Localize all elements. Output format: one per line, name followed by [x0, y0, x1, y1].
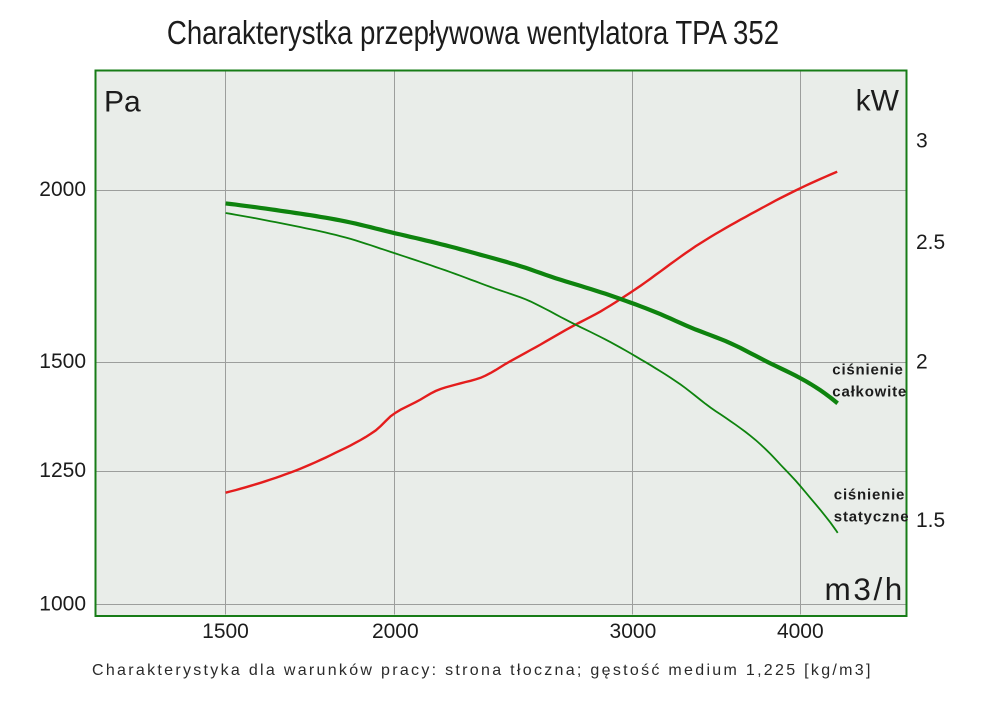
svg-text:ciśnienie: ciśnienie [832, 362, 903, 379]
svg-text:2000: 2000 [39, 178, 86, 201]
svg-text:2000: 2000 [372, 620, 419, 643]
svg-text:3000: 3000 [610, 620, 657, 643]
svg-text:1000: 1000 [39, 592, 86, 615]
svg-text:4000: 4000 [777, 620, 824, 643]
svg-text:statyczne: statyczne [834, 508, 910, 525]
svg-text:1250: 1250 [39, 459, 86, 482]
svg-text:1500: 1500 [202, 620, 249, 643]
svg-text:Charakterystyka dla warunków p: Charakterystyka dla warunków pracy: stro… [92, 662, 873, 679]
svg-text:ciśnienie: ciśnienie [834, 487, 905, 504]
svg-text:2.5: 2.5 [916, 231, 945, 254]
svg-text:1500: 1500 [39, 350, 86, 373]
svg-text:Pa: Pa [104, 86, 141, 119]
svg-text:całkowite: całkowite [832, 383, 907, 400]
svg-text:m3/h: m3/h [825, 571, 905, 607]
svg-text:3: 3 [916, 130, 928, 153]
svg-text:Charakterystka przepływowa wen: Charakterystka przepływowa wentylatora T… [167, 15, 779, 52]
svg-text:2: 2 [916, 350, 928, 373]
svg-text:1.5: 1.5 [916, 509, 945, 532]
svg-text:kW: kW [856, 85, 900, 118]
